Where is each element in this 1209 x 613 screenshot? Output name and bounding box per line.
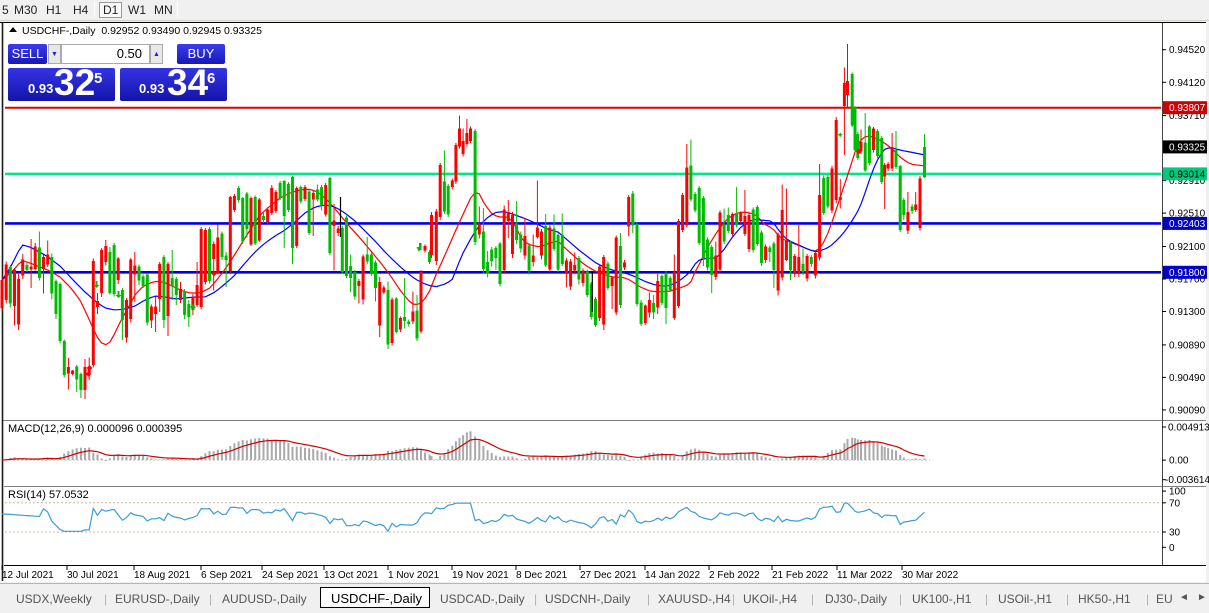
svg-text:0.93710: 0.93710 (1169, 111, 1206, 122)
svg-text:0.90490: 0.90490 (1169, 373, 1206, 384)
svg-text:2 Feb 2022: 2 Feb 2022 (709, 570, 760, 581)
svg-text:0.94120: 0.94120 (1169, 78, 1206, 89)
svg-text:14 Jan 2022: 14 Jan 2022 (645, 570, 700, 581)
svg-text:6 Sep 2021: 6 Sep 2021 (201, 570, 253, 581)
svg-text:0.00: 0.00 (1169, 456, 1189, 467)
svg-text:0.91800: 0.91800 (1169, 268, 1206, 279)
svg-text:30 Jul 2021: 30 Jul 2021 (67, 570, 119, 581)
svg-text:0.92403: 0.92403 (1169, 219, 1206, 230)
svg-text:0.004913: 0.004913 (1168, 423, 1209, 434)
svg-text:18 Aug 2021: 18 Aug 2021 (134, 570, 191, 581)
svg-text:24 Sep 2021: 24 Sep 2021 (262, 570, 319, 581)
svg-text:0.94520: 0.94520 (1169, 45, 1206, 56)
svg-text:-0.003614: -0.003614 (1165, 475, 1209, 486)
svg-text:11 Mar 2022: 11 Mar 2022 (837, 570, 893, 581)
svg-text:0.93807: 0.93807 (1169, 103, 1206, 114)
svg-text:0.92510: 0.92510 (1169, 209, 1206, 220)
svg-text:0.91700: 0.91700 (1169, 275, 1206, 286)
svg-text:0: 0 (1169, 543, 1175, 554)
svg-text:0.91300: 0.91300 (1169, 307, 1206, 318)
svg-text:27 Dec 2021: 27 Dec 2021 (580, 570, 637, 581)
svg-text:MACD(12,26,9) 0.000096 0.00039: MACD(12,26,9) 0.000096 0.000395 (8, 423, 182, 435)
svg-text:8 Dec 2021: 8 Dec 2021 (516, 570, 568, 581)
svg-text:30: 30 (1169, 528, 1181, 539)
svg-text:USDCHF-,Daily 0.92952 0.93490: USDCHF-,Daily 0.92952 0.93490 0.92945 0.… (22, 25, 262, 37)
svg-text:0.92910: 0.92910 (1169, 176, 1206, 187)
svg-text:13 Oct 2021: 13 Oct 2021 (324, 570, 379, 581)
svg-text:12 Jul 2021: 12 Jul 2021 (2, 570, 54, 581)
svg-text:0.90890: 0.90890 (1169, 340, 1206, 351)
svg-text:30 Mar 2022: 30 Mar 2022 (902, 570, 959, 581)
svg-text:100: 100 (1169, 487, 1186, 498)
svg-text:21 Feb 2022: 21 Feb 2022 (772, 570, 829, 581)
svg-text:0.92100: 0.92100 (1169, 242, 1206, 253)
svg-text:0.93325: 0.93325 (1169, 142, 1206, 153)
svg-text:1 Nov 2021: 1 Nov 2021 (388, 570, 440, 581)
svg-text:70: 70 (1169, 498, 1181, 509)
svg-text:19 Nov 2021: 19 Nov 2021 (452, 570, 509, 581)
svg-text:0.90090: 0.90090 (1169, 405, 1206, 416)
svg-text:RSI(14) 57.0532: RSI(14) 57.0532 (8, 489, 89, 501)
svg-text:0.93014: 0.93014 (1169, 169, 1206, 180)
